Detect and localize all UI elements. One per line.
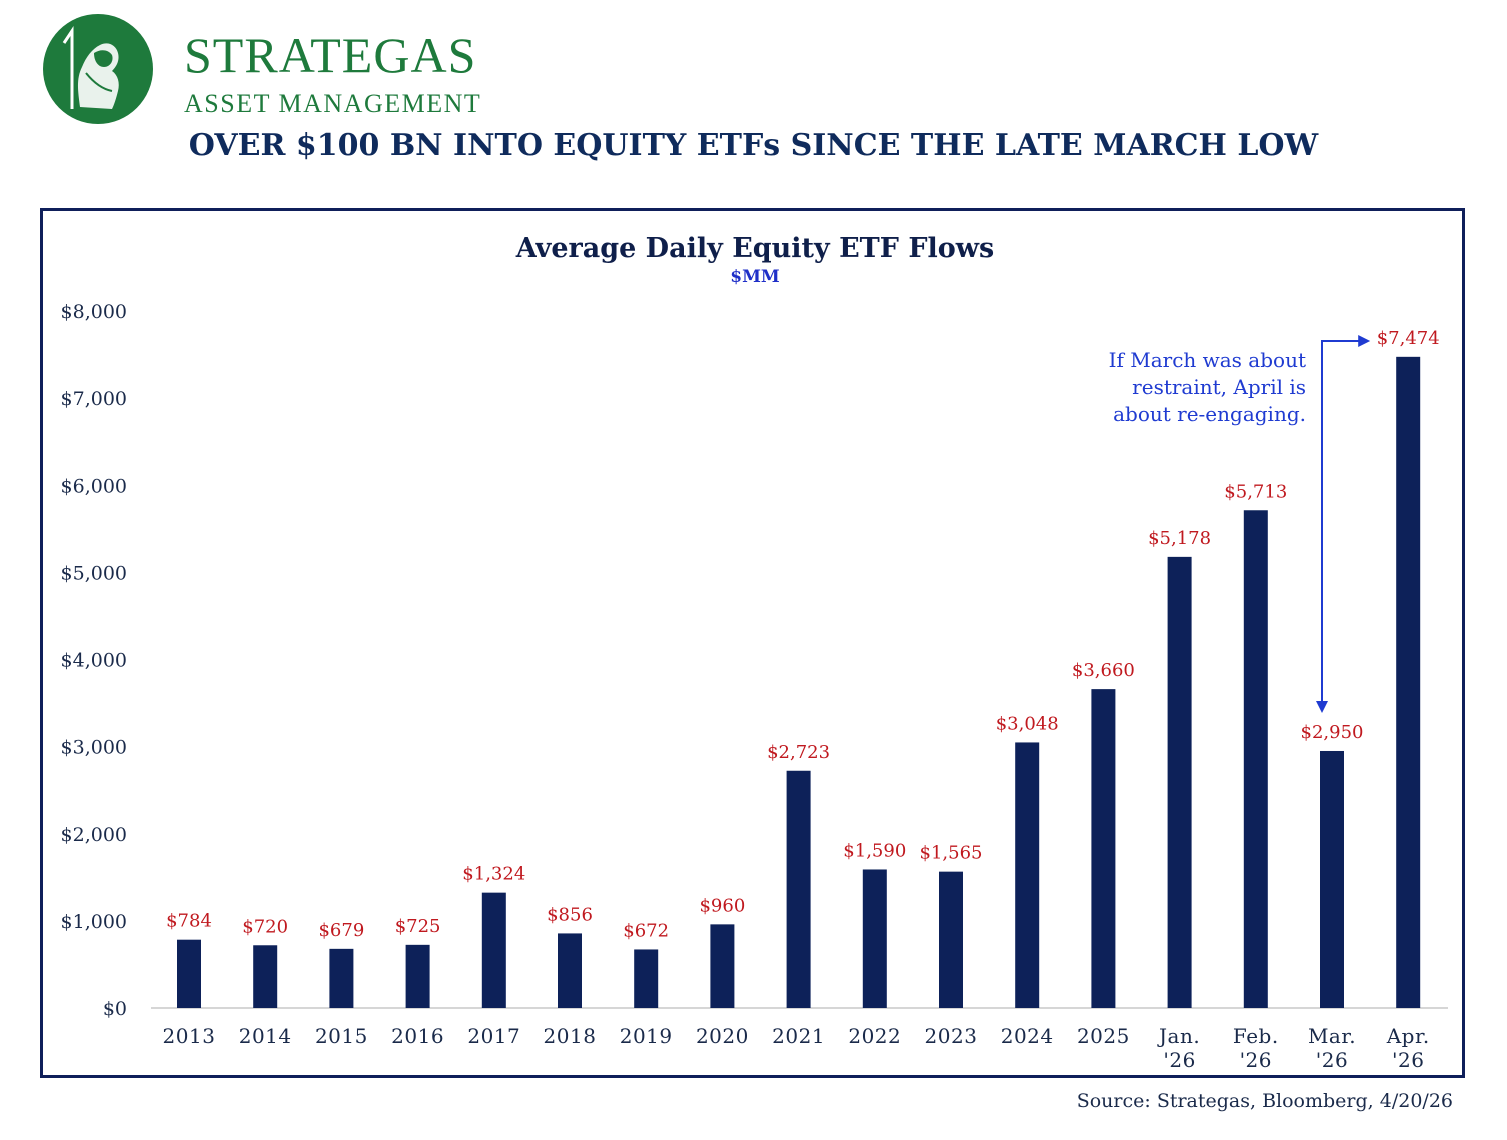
x-tick-label: 2021 [772, 1024, 825, 1048]
data-label: $1,565 [920, 843, 983, 864]
annotation-arrow-line [1321, 340, 1361, 703]
y-tick-label: $2,000 [61, 824, 127, 846]
data-label: $720 [242, 916, 288, 937]
data-label: $3,660 [1072, 660, 1135, 681]
source-note: Source: Strategas, Bloomberg, 4/20/26 [1076, 1090, 1453, 1112]
chart-frame: Average Daily Equity ETF Flows $MM $0 $1,00… [40, 208, 1465, 1078]
data-label: $725 [395, 916, 441, 937]
chart-title: Average Daily Equity ETF Flows [515, 233, 994, 264]
bar [634, 949, 659, 1008]
bar [558, 933, 582, 1008]
x-tick-label: '26 [1392, 1048, 1424, 1072]
bar [786, 770, 811, 1008]
data-label: $784 [166, 911, 212, 932]
bar-chart: Average Daily Equity ETF Flows $MM $0 $1,00… [61, 233, 1448, 1072]
x-tick-label: '26 [1163, 1048, 1195, 1072]
x-tick-label: 2022 [848, 1024, 901, 1048]
bar [1396, 356, 1421, 1008]
annotation-text: about re-engaging. [1113, 402, 1306, 426]
y-tick-label: $8,000 [61, 301, 127, 323]
annotation-arrowhead-right [1358, 335, 1371, 347]
x-tick-label: Apr. [1386, 1024, 1430, 1048]
brand-subtitle: ASSET MANAGEMENT [184, 89, 482, 118]
bar [1015, 742, 1040, 1008]
annotation-text: If March was about [1109, 348, 1306, 372]
data-label: $679 [318, 920, 364, 941]
bar [177, 939, 201, 1008]
annotation-text: restraint, April is [1132, 375, 1306, 399]
bar [253, 945, 278, 1008]
y-tick-label: $5,000 [61, 562, 127, 584]
data-label: $2,950 [1301, 722, 1364, 743]
data-label: $856 [547, 904, 593, 925]
bar [1320, 750, 1344, 1008]
bar [481, 892, 506, 1008]
x-tick-label: 2016 [391, 1024, 444, 1048]
data-label: $960 [699, 895, 745, 916]
bar [862, 869, 887, 1008]
page-headline: OVER $100 BN INTO EQUITY ETFs SINCE THE … [188, 128, 1319, 163]
y-tick-label: $1,000 [61, 911, 127, 933]
brand-name: STRATEGAS [184, 27, 477, 83]
y-tick-label: $3,000 [61, 737, 127, 759]
x-tick-label: Jan. [1157, 1024, 1200, 1048]
bar [329, 948, 354, 1008]
data-label: $3,048 [996, 713, 1059, 734]
bar [405, 944, 430, 1008]
bar [1167, 556, 1192, 1008]
x-tick-label: 2025 [1077, 1024, 1130, 1048]
y-tick-label: $6,000 [61, 475, 127, 497]
x-tick-label: Mar. [1308, 1024, 1356, 1048]
bar [939, 871, 963, 1008]
bar [1091, 689, 1116, 1008]
x-tick-label: 2023 [925, 1024, 978, 1048]
bar [1243, 510, 1268, 1008]
x-tick-label: 2020 [696, 1024, 749, 1048]
y-tick-label: $7,000 [61, 388, 127, 410]
data-label: $5,713 [1224, 481, 1287, 502]
y-tick-label: $0 [103, 998, 127, 1020]
bar [710, 924, 735, 1008]
x-tick-label: '26 [1316, 1048, 1348, 1072]
x-tick-label: 2013 [163, 1024, 216, 1048]
strategas-logo [43, 14, 153, 124]
data-label: $2,723 [767, 742, 830, 763]
x-tick-label: 2024 [1001, 1024, 1054, 1048]
x-tick-label: 2017 [467, 1024, 520, 1048]
data-label: $5,178 [1148, 528, 1211, 549]
y-tick-label: $4,000 [61, 650, 127, 672]
annotation-arrowhead-down [1316, 701, 1328, 713]
x-tick-label: Feb. [1233, 1024, 1279, 1048]
data-label: $672 [623, 920, 669, 941]
x-tick-label: 2014 [239, 1024, 292, 1048]
x-tick-label: 2015 [315, 1024, 368, 1048]
data-label: $1,590 [843, 840, 906, 861]
data-label: $7,474 [1377, 328, 1440, 349]
x-tick-label: '26 [1240, 1048, 1272, 1072]
x-tick-label: 2019 [620, 1024, 673, 1048]
data-label: $1,324 [462, 864, 525, 885]
chart-subtitle: $MM [730, 267, 780, 287]
x-tick-label: 2018 [544, 1024, 597, 1048]
